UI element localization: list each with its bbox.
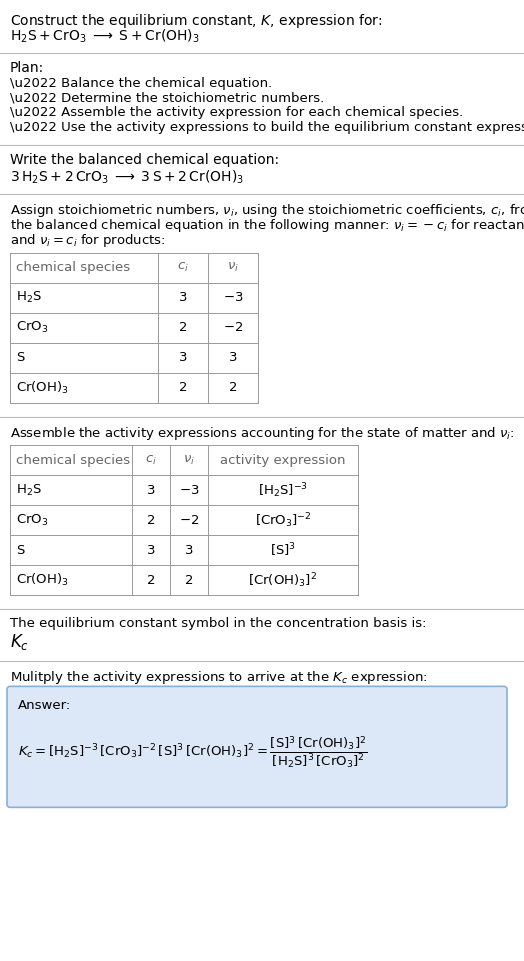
Text: activity expression: activity expression — [220, 454, 346, 467]
Text: $-3$: $-3$ — [223, 291, 243, 304]
Text: and $\nu_i = c_i$ for products:: and $\nu_i = c_i$ for products: — [10, 232, 166, 249]
Text: $[\mathrm{S}]^{3}$: $[\mathrm{S}]^{3}$ — [270, 542, 296, 559]
Text: \u2022 Assemble the activity expression for each chemical species.: \u2022 Assemble the activity expression … — [10, 106, 463, 119]
Text: $[\mathrm{Cr(OH)_3}]^{2}$: $[\mathrm{Cr(OH)_3}]^{2}$ — [248, 571, 318, 590]
Text: $\mathrm{S}$: $\mathrm{S}$ — [16, 544, 26, 556]
Text: $\mathrm{CrO_3}$: $\mathrm{CrO_3}$ — [16, 513, 48, 528]
Text: $\mathrm{Cr(OH)_3}$: $\mathrm{Cr(OH)_3}$ — [16, 572, 69, 588]
Text: $K_c$: $K_c$ — [10, 632, 29, 652]
Text: chemical species: chemical species — [16, 454, 130, 467]
Text: $c_i$: $c_i$ — [177, 261, 189, 274]
Text: $c_i$: $c_i$ — [145, 454, 157, 467]
Text: 3: 3 — [179, 291, 187, 304]
Text: chemical species: chemical species — [16, 261, 130, 274]
Text: $\nu_i$: $\nu_i$ — [227, 261, 239, 274]
Text: $\mathrm{S}$: $\mathrm{S}$ — [16, 351, 26, 364]
Text: $-3$: $-3$ — [179, 483, 199, 497]
Text: 2: 2 — [179, 321, 187, 334]
Text: 3: 3 — [147, 483, 155, 497]
FancyBboxPatch shape — [7, 686, 507, 807]
Text: $\mathrm{Cr(OH)_3}$: $\mathrm{Cr(OH)_3}$ — [16, 380, 69, 396]
Text: $-2$: $-2$ — [223, 321, 243, 334]
Text: \u2022 Use the activity expressions to build the equilibrium constant expression: \u2022 Use the activity expressions to b… — [10, 121, 524, 134]
Text: $\mathrm{H_2S}$: $\mathrm{H_2S}$ — [16, 482, 42, 498]
Text: Answer:: Answer: — [18, 700, 71, 712]
Text: $K_c = [\mathrm{H_2S}]^{-3}\,[\mathrm{CrO_3}]^{-2}\,[\mathrm{S}]^{3}\,[\mathrm{C: $K_c = [\mathrm{H_2S}]^{-3}\,[\mathrm{Cr… — [18, 734, 368, 771]
Text: Construct the equilibrium constant, $K$, expression for:: Construct the equilibrium constant, $K$,… — [10, 12, 383, 30]
Text: $[\mathrm{H_2S}]^{-3}$: $[\mathrm{H_2S}]^{-3}$ — [258, 480, 308, 500]
Text: 2: 2 — [147, 514, 155, 527]
Text: 3: 3 — [179, 351, 187, 364]
Text: $\nu_i$: $\nu_i$ — [183, 454, 195, 467]
Text: 3: 3 — [229, 351, 237, 364]
Text: $[\mathrm{CrO_3}]^{-2}$: $[\mathrm{CrO_3}]^{-2}$ — [255, 511, 311, 530]
Text: $\mathrm{H_2S + CrO_3 \;\longrightarrow\; S + Cr(OH)_3}$: $\mathrm{H_2S + CrO_3 \;\longrightarrow\… — [10, 28, 200, 45]
Text: $\mathrm{H_2S}$: $\mathrm{H_2S}$ — [16, 290, 42, 306]
Text: 2: 2 — [185, 574, 193, 587]
Text: 2: 2 — [229, 382, 237, 394]
Text: 3: 3 — [185, 544, 193, 556]
Text: 3: 3 — [147, 544, 155, 556]
Text: Mulitply the activity expressions to arrive at the $K_c$ expression:: Mulitply the activity expressions to arr… — [10, 669, 428, 685]
Text: $\mathrm{3\,H_2S + 2\,CrO_3 \;\longrightarrow\; 3\,S + 2\,Cr(OH)_3}$: $\mathrm{3\,H_2S + 2\,CrO_3 \;\longright… — [10, 169, 244, 186]
Text: $\mathrm{CrO_3}$: $\mathrm{CrO_3}$ — [16, 320, 48, 335]
Text: \u2022 Balance the chemical equation.: \u2022 Balance the chemical equation. — [10, 77, 272, 89]
Text: Write the balanced chemical equation:: Write the balanced chemical equation: — [10, 154, 279, 167]
Text: Plan:: Plan: — [10, 61, 44, 75]
Text: \u2022 Determine the stoichiometric numbers.: \u2022 Determine the stoichiometric numb… — [10, 91, 324, 104]
Text: the balanced chemical equation in the following manner: $\nu_i = -c_i$ for react: the balanced chemical equation in the fo… — [10, 217, 524, 234]
Text: The equilibrium constant symbol in the concentration basis is:: The equilibrium constant symbol in the c… — [10, 617, 427, 630]
Text: 2: 2 — [179, 382, 187, 394]
Text: $-2$: $-2$ — [179, 514, 199, 527]
Text: Assemble the activity expressions accounting for the state of matter and $\nu_i$: Assemble the activity expressions accoun… — [10, 425, 515, 441]
Text: Assign stoichiometric numbers, $\nu_i$, using the stoichiometric coefficients, $: Assign stoichiometric numbers, $\nu_i$, … — [10, 203, 524, 219]
Text: 2: 2 — [147, 574, 155, 587]
